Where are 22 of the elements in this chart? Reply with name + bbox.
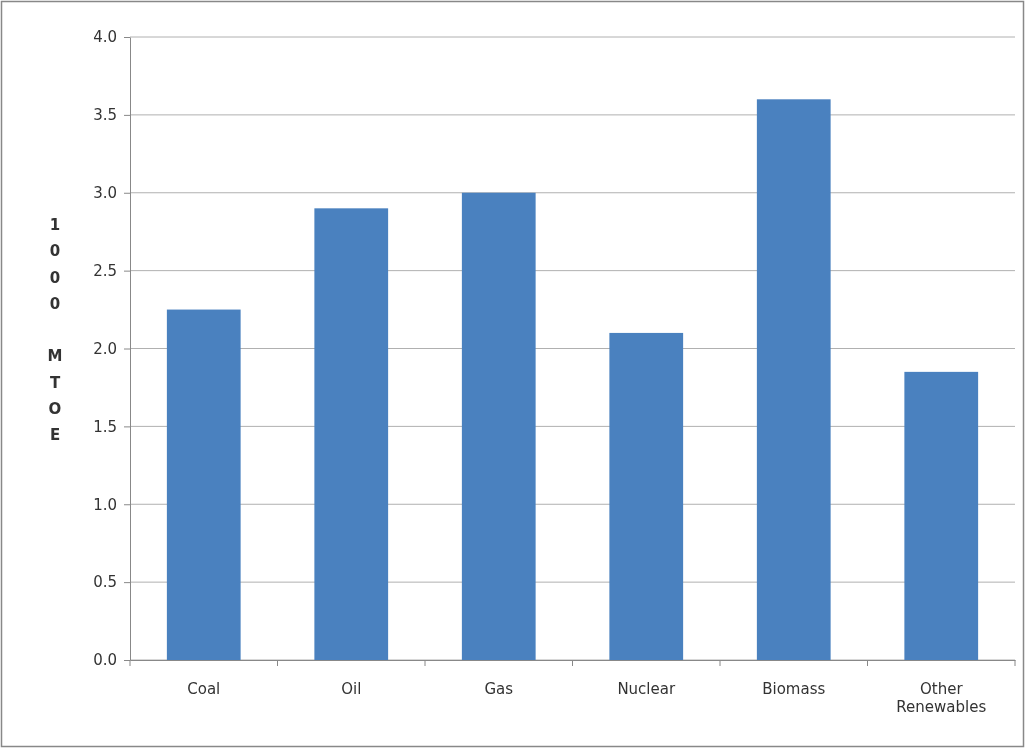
bar [756,99,831,660]
x-tick-label: Coal [187,680,221,698]
bar [461,192,536,660]
y-tick-label: 1.5 [93,417,117,436]
y-tick-label: 0.0 [93,651,117,670]
text: 1000 MTOE [47,216,63,444]
x-tick-label: Gas [484,680,514,698]
x-tick-label: Oil [341,680,362,698]
y-tick-label: 4.0 [93,28,117,47]
x-tick-label: Biomass [762,680,826,698]
bar [904,371,979,660]
y-tick-label: 2.5 [93,261,117,280]
y-tick-label: 2.0 [93,339,117,358]
y-tick-label: 3.5 [93,106,117,125]
bar [166,309,241,660]
y-tick-label: 3.0 [93,184,117,203]
y-tick-label: 1.0 [93,495,117,514]
bar [609,332,684,660]
y-tick-label: 0.5 [93,573,117,592]
bar [314,208,389,660]
x-tick-label: Nuclear [617,680,676,698]
x-tick-label: Other Renewables [896,680,987,716]
